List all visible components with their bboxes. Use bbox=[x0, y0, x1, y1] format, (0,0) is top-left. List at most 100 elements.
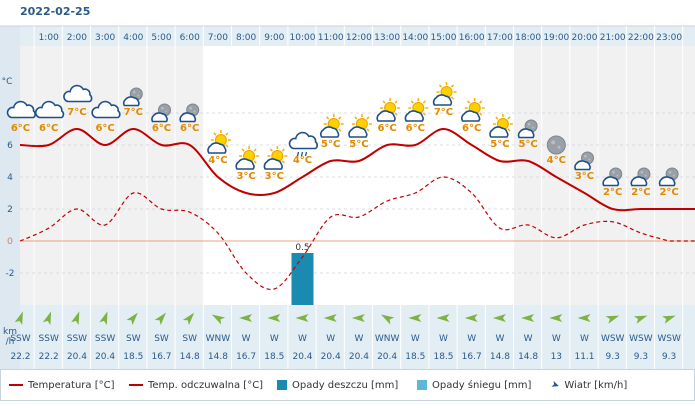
moon-cloud-icon bbox=[658, 167, 679, 187]
wind-arrow-shape bbox=[267, 314, 281, 322]
wind-direction-label: W bbox=[524, 334, 533, 344]
legend-wind-label: Wiatr [km/h] bbox=[564, 380, 628, 391]
wind-arrow-shape bbox=[14, 311, 23, 326]
wind-arrow-icon bbox=[549, 314, 563, 322]
moon-crater bbox=[161, 106, 164, 110]
cloud-shape bbox=[288, 131, 318, 150]
wind-arrow-icon bbox=[211, 314, 226, 325]
wind-unit-label: /h bbox=[6, 337, 15, 347]
cloud-icon bbox=[34, 100, 65, 119]
moon-cloud-icon bbox=[630, 167, 651, 187]
sun-ray bbox=[241, 148, 245, 152]
hour-label: 5:00 bbox=[151, 33, 171, 43]
sun-ray bbox=[382, 100, 386, 104]
hour-label: 10:00 bbox=[290, 33, 316, 43]
wind-speed-label: 18.5 bbox=[123, 352, 143, 362]
sun-cloud-icon bbox=[376, 98, 401, 122]
wind-arrow-icon bbox=[42, 311, 52, 326]
sun-ray bbox=[507, 116, 511, 120]
temperature-label: 3°C bbox=[236, 171, 255, 182]
hour-header bbox=[20, 26, 695, 46]
legend-snow-swatch bbox=[417, 380, 427, 390]
legend-rain-swatch bbox=[277, 380, 287, 390]
sun-ray bbox=[338, 116, 342, 120]
wind-arrow-icon bbox=[381, 314, 395, 325]
moon-crater bbox=[588, 158, 591, 161]
moon-crater bbox=[527, 122, 531, 126]
sun-ray bbox=[354, 116, 358, 120]
temperature-label: 4°C bbox=[547, 155, 566, 166]
wind-speed-label: 14.8 bbox=[180, 352, 200, 362]
legend-rain-label: Opady deszczu [mm] bbox=[292, 380, 399, 391]
wind-speed-label: 9.3 bbox=[662, 352, 676, 362]
wind-arrow-shape bbox=[662, 315, 676, 324]
sun-ray bbox=[281, 160, 285, 164]
legend-temperature-swatch bbox=[9, 384, 23, 386]
moon-crater bbox=[672, 174, 675, 177]
hour-label: 7:00 bbox=[208, 33, 228, 43]
sun-cloud-icon bbox=[489, 114, 513, 138]
temperature-label: 2°C bbox=[603, 187, 622, 198]
wind-arrow-icon bbox=[662, 315, 676, 324]
temperature-label: 5°C bbox=[518, 139, 537, 150]
cloud-shape bbox=[179, 112, 197, 123]
hour-label: 12:00 bbox=[346, 33, 372, 43]
wind-speed-label: 20.4 bbox=[377, 352, 397, 362]
hour-label: 21:00 bbox=[600, 33, 626, 43]
y-tick-label: 4 bbox=[7, 173, 13, 183]
hour-label: 4:00 bbox=[123, 33, 143, 43]
wind-direction-label: SSW bbox=[67, 334, 87, 344]
sun-cloud-icon bbox=[263, 146, 288, 170]
temperature-label: 6°C bbox=[406, 123, 425, 134]
temperature-label: 5°C bbox=[349, 139, 368, 150]
temperature-label: 5°C bbox=[321, 139, 340, 150]
moon-cloud-icon bbox=[517, 119, 538, 139]
wind-direction-label: W bbox=[270, 334, 279, 344]
moon-crater bbox=[551, 140, 556, 145]
hour-label: 6:00 bbox=[180, 33, 200, 43]
wind-arrow-shape bbox=[408, 314, 422, 322]
wind-arrow-shape bbox=[549, 314, 563, 322]
weather-chart: 1:00 2:00 3:00 4:00 5:00 6:00 7:00 8:00 9:00 10:0… bbox=[0, 25, 695, 369]
rain-drop bbox=[304, 151, 308, 157]
wind-speed-label: 16.7 bbox=[236, 352, 256, 362]
sun-ray bbox=[479, 112, 483, 116]
wind-arrow-icon bbox=[323, 314, 337, 322]
wind-speed-label: 20.4 bbox=[95, 352, 115, 362]
wind-speed-label: 9.3 bbox=[634, 352, 648, 362]
wind-direction-label: WSW bbox=[657, 334, 681, 344]
sun-cloud-icon bbox=[235, 146, 260, 170]
cloud-shape bbox=[320, 126, 340, 138]
wind-arrow-shape bbox=[521, 314, 535, 322]
moon-cloud-icon bbox=[179, 103, 200, 123]
sun-ray bbox=[253, 148, 257, 152]
sun-ray bbox=[213, 132, 217, 136]
sun-ray bbox=[450, 84, 455, 88]
temperature-label: 2°C bbox=[631, 187, 650, 198]
moon-crater bbox=[531, 126, 534, 129]
sun-ray bbox=[366, 128, 370, 132]
y-tick-label: 2 bbox=[7, 205, 13, 215]
rain-value-label: 0.5 bbox=[295, 243, 309, 253]
sun-ray bbox=[450, 96, 455, 100]
legend-wind: ➤ Wiatr [km/h] bbox=[549, 379, 628, 392]
temperature-label: 7°C bbox=[67, 107, 86, 118]
wind-arrow-shape bbox=[633, 315, 648, 324]
y-tick-label: 0 bbox=[7, 237, 13, 247]
moon-crater bbox=[644, 174, 647, 177]
legend-feels-like-swatch bbox=[129, 384, 143, 386]
hour-label: 16:00 bbox=[459, 33, 485, 43]
page-title: 2022-02-25 bbox=[20, 5, 91, 18]
cloud-shape bbox=[602, 176, 620, 187]
temperature-label: 6°C bbox=[39, 123, 58, 134]
wind-arrow-icon bbox=[633, 315, 648, 324]
sun-ray bbox=[269, 148, 273, 152]
sun-ray bbox=[422, 112, 426, 116]
wind-arrow-shape bbox=[323, 314, 337, 322]
wind-direction-label: W bbox=[439, 334, 448, 344]
sun-ray bbox=[438, 84, 443, 88]
temperature-label: 3°C bbox=[265, 171, 284, 182]
rain-drop bbox=[300, 151, 304, 157]
wind-speed-label: 9.3 bbox=[606, 352, 620, 362]
wind-arrow-icon bbox=[436, 314, 450, 322]
